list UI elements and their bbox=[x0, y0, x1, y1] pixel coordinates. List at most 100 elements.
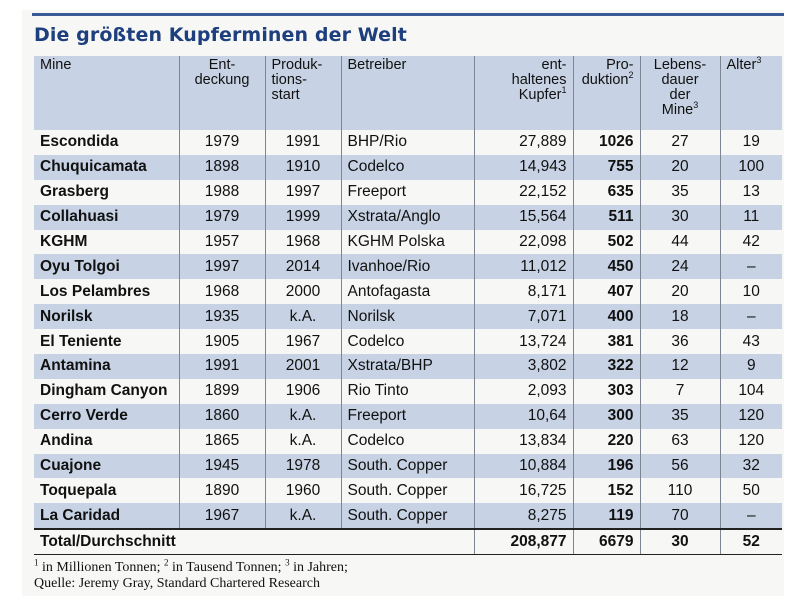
cell-mine-life: 70 bbox=[639, 503, 720, 530]
cell-age: 13 bbox=[719, 179, 782, 205]
cell-mine: Cerro Verde bbox=[34, 403, 179, 429]
cell-age: 19 bbox=[719, 130, 782, 155]
cell-mine-life: 30 bbox=[639, 204, 720, 230]
cell-age: 43 bbox=[719, 329, 782, 355]
cell-production-start: 2014 bbox=[264, 254, 341, 280]
cell-mine-life: 20 bbox=[639, 279, 720, 305]
header-production: Pro-duktion2 bbox=[572, 56, 640, 130]
cell-production: 152 bbox=[572, 478, 640, 504]
cell-contained-copper: 8,171 bbox=[473, 279, 573, 305]
cell-age: – bbox=[719, 254, 782, 280]
cell-operator: Ivanhoe/Rio bbox=[340, 254, 474, 280]
cell-operator: South. Copper bbox=[340, 503, 474, 530]
cell-discovery: 1898 bbox=[178, 154, 265, 180]
cell-contained-copper: 8,275 bbox=[473, 503, 573, 530]
cell-age: 9 bbox=[719, 354, 782, 379]
cell-operator: South. Copper bbox=[340, 453, 474, 479]
cell-production-start: k.A. bbox=[264, 304, 341, 330]
cell-production-start: 1991 bbox=[264, 130, 341, 155]
cell-age: 32 bbox=[719, 453, 782, 479]
table-row: Oyu Tolgoi 1997 2014 Ivanhoe/Rio 11,012 450 24… bbox=[34, 254, 782, 280]
total-label: Total/Durchschnitt bbox=[34, 528, 474, 556]
cell-discovery: 1997 bbox=[178, 254, 265, 280]
total-age: 52 bbox=[719, 528, 782, 556]
cell-mine-life: 35 bbox=[639, 403, 720, 429]
header-operator: Betreiber bbox=[340, 56, 474, 130]
cell-operator: BHP/Rio bbox=[340, 130, 474, 155]
table-row: Cerro Verde 1860 k.A. Freeport 10,64 300 35 120 bbox=[34, 403, 782, 429]
table-row: Chuquicamata 1898 1910 Codelco 14,943 755 20 10… bbox=[34, 154, 782, 180]
cell-production-start: 1999 bbox=[264, 204, 341, 230]
header-discovery: Ent-deckung bbox=[178, 56, 265, 130]
cell-production: 502 bbox=[572, 229, 640, 255]
cell-mine: Escondida bbox=[34, 130, 179, 155]
table-row: Norilsk 1935 k.A. Norilsk 7,071 400 18– bbox=[34, 304, 782, 330]
cell-mine: Norilsk bbox=[34, 304, 179, 330]
footnote-units: 1 in Millionen Tonnen; 2 in Tausend Tonn… bbox=[34, 557, 348, 575]
cell-age: 100 bbox=[719, 154, 782, 180]
cell-discovery: 1899 bbox=[178, 378, 265, 404]
cell-contained-copper: 15,564 bbox=[473, 204, 573, 230]
header-contained-copper: ent-haltenes Kupfer1 bbox=[473, 56, 573, 130]
cell-discovery: 1860 bbox=[178, 403, 265, 429]
cell-contained-copper: 7,071 bbox=[473, 304, 573, 330]
cell-discovery: 1945 bbox=[178, 453, 265, 479]
cell-discovery: 1968 bbox=[178, 279, 265, 305]
cell-discovery: 1991 bbox=[178, 354, 265, 379]
page-title: Die größten Kupferminen der Welt bbox=[34, 24, 407, 46]
cell-contained-copper: 27,889 bbox=[473, 130, 573, 155]
cell-production: 303 bbox=[572, 378, 640, 404]
table-row: Grasberg 1988 1997 Freeport 22,152 635 35 13 bbox=[34, 179, 782, 205]
table-row: KGHM 1957 1968 KGHM Polska 22,098 502 44 42 bbox=[34, 229, 782, 255]
cell-operator: Freeport bbox=[340, 403, 474, 429]
cell-mine-life: 35 bbox=[639, 179, 720, 205]
total-life: 30 bbox=[639, 528, 720, 556]
cell-contained-copper: 13,834 bbox=[473, 428, 573, 454]
cell-production: 755 bbox=[572, 154, 640, 180]
cell-contained-copper: 13,724 bbox=[473, 329, 573, 355]
cell-operator: Codelco bbox=[340, 154, 474, 180]
table-row: Cuajone 1945 1978 South. Copper 10,884 196 56 3… bbox=[34, 453, 782, 479]
cell-production: 450 bbox=[572, 254, 640, 280]
cell-contained-copper: 16,725 bbox=[473, 478, 573, 504]
cell-mine-life: 7 bbox=[639, 378, 720, 404]
cell-mine: Los Pelambres bbox=[34, 279, 179, 305]
table-row: Dingham Canyon 1899 1906 Rio Tinto 2,093 303 7… bbox=[34, 378, 782, 404]
cell-operator: KGHM Polska bbox=[340, 229, 474, 255]
copper-mines-table: Mine Ent-deckung Produk-tions-start Betr… bbox=[34, 56, 782, 556]
cell-mine-life: 27 bbox=[639, 130, 720, 155]
table-row: La Caridad 1967 k.A. South. Copper 8,275 119 7… bbox=[34, 503, 782, 530]
cell-production-start: 2000 bbox=[264, 279, 341, 305]
cell-production-start: 1968 bbox=[264, 229, 341, 255]
header-production-start: Produk-tions-start bbox=[264, 56, 341, 130]
cell-mine-life: 18 bbox=[639, 304, 720, 330]
cell-discovery: 1905 bbox=[178, 329, 265, 355]
cell-mine: Cuajone bbox=[34, 453, 179, 479]
cell-operator: Rio Tinto bbox=[340, 378, 474, 404]
cell-contained-copper: 10,64 bbox=[473, 403, 573, 429]
cell-production-start: k.A. bbox=[264, 503, 341, 530]
cell-production: 119 bbox=[572, 503, 640, 530]
cell-production-start: 2001 bbox=[264, 354, 341, 379]
header-row: Mine Ent-deckung Produk-tions-start Betr… bbox=[34, 56, 782, 130]
cell-contained-copper: 14,943 bbox=[473, 154, 573, 180]
cell-contained-copper: 2,093 bbox=[473, 378, 573, 404]
header-age: Alter3 bbox=[719, 56, 782, 130]
cell-contained-copper: 11,012 bbox=[473, 254, 573, 280]
footnote: 1 in Millionen Tonnen; 2 in Tausend Tonn… bbox=[34, 557, 348, 592]
cell-mine: Collahuasi bbox=[34, 204, 179, 230]
cell-production-start: 1997 bbox=[264, 179, 341, 205]
cell-operator: Codelco bbox=[340, 329, 474, 355]
cell-mine: Grasberg bbox=[34, 179, 179, 205]
cell-operator: Norilsk bbox=[340, 304, 474, 330]
cell-contained-copper: 22,152 bbox=[473, 179, 573, 205]
cell-production-start: k.A. bbox=[264, 403, 341, 429]
cell-discovery: 1979 bbox=[178, 130, 265, 155]
cell-operator: South. Copper bbox=[340, 478, 474, 504]
cell-discovery: 1935 bbox=[178, 304, 265, 330]
cell-mine-life: 63 bbox=[639, 428, 720, 454]
cell-production: 635 bbox=[572, 179, 640, 205]
cell-mine: El Teniente bbox=[34, 329, 179, 355]
cell-age: – bbox=[719, 503, 782, 530]
cell-mine: Antamina bbox=[34, 354, 179, 379]
